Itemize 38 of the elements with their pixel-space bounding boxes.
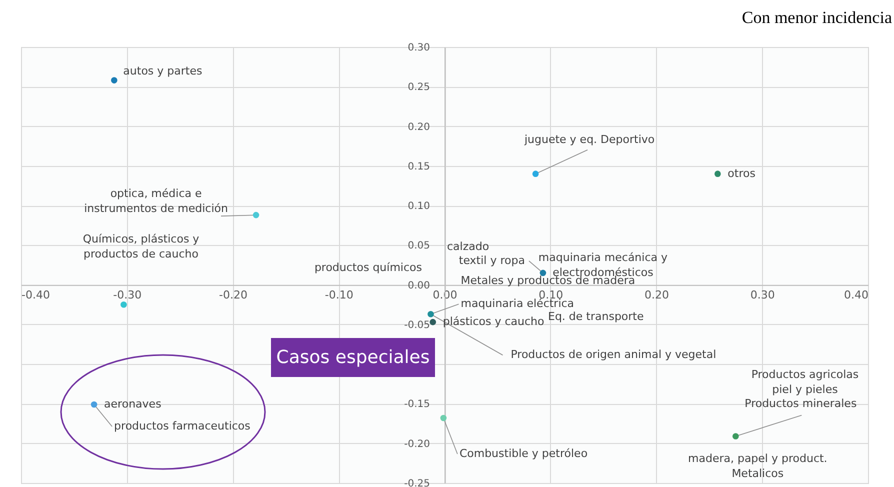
y-tick-label: 0.20 xyxy=(408,122,430,133)
x-tick-label: 0.20 xyxy=(644,288,669,302)
x-tick-label: -0.40 xyxy=(22,288,50,302)
annotation: Eq. de transporte xyxy=(548,310,644,323)
annotation: Combustible y petróleo xyxy=(459,446,588,460)
x-tick-label: -0.20 xyxy=(219,288,248,302)
y-tick-label: -0.20 xyxy=(404,438,430,450)
y-tick-label: -0.25 xyxy=(404,478,430,487)
y-tick-label: -0.05 xyxy=(404,320,430,331)
annotation: productos químicos xyxy=(314,261,422,274)
y-tick-label: -0.15 xyxy=(404,399,430,410)
annotation: Químicos, plásticos y productos de caucho xyxy=(82,232,200,260)
annotation: madera, papel y product. Metalicos xyxy=(688,452,828,480)
annotation: plásticos y caucho xyxy=(442,315,545,328)
x-tick-label: -0.30 xyxy=(113,288,142,302)
annotation: calzado xyxy=(447,240,490,253)
chart-title: Con menor incidencia xyxy=(742,8,892,28)
annotation: autos y partes xyxy=(123,64,202,78)
x-tick-label: -0.10 xyxy=(324,288,354,302)
annotation: textil y ropa xyxy=(458,254,525,267)
y-tick-label: 0.25 xyxy=(408,82,430,94)
annotation: Productos agricolas piel y pieles xyxy=(751,368,859,396)
y-tick-label: 0.10 xyxy=(408,201,430,212)
annotation: aeronaves xyxy=(104,398,162,411)
y-tick-label: 0.15 xyxy=(408,161,430,172)
y-tick-label: 0.05 xyxy=(408,240,430,252)
annotation: productos farmaceuticos xyxy=(114,420,251,433)
annotation: juguete y eq. Deportivo xyxy=(523,132,655,146)
annotation: otros xyxy=(728,166,756,180)
annotation: optica, médica e instrumentos de medición xyxy=(84,187,228,216)
x-tick-label: 0.30 xyxy=(750,288,775,302)
annotation: Productos minerales xyxy=(744,397,857,410)
annotation: Casos especiales xyxy=(271,338,435,377)
annotation: maquinaria eléctrica xyxy=(460,297,574,310)
y-tick-label: 0.00 xyxy=(408,280,430,292)
x-tick-label: 0.40 xyxy=(844,288,868,302)
annotation: Productos de origen animal y vegetal xyxy=(510,348,716,362)
y-tick-label: 0.30 xyxy=(408,42,430,54)
